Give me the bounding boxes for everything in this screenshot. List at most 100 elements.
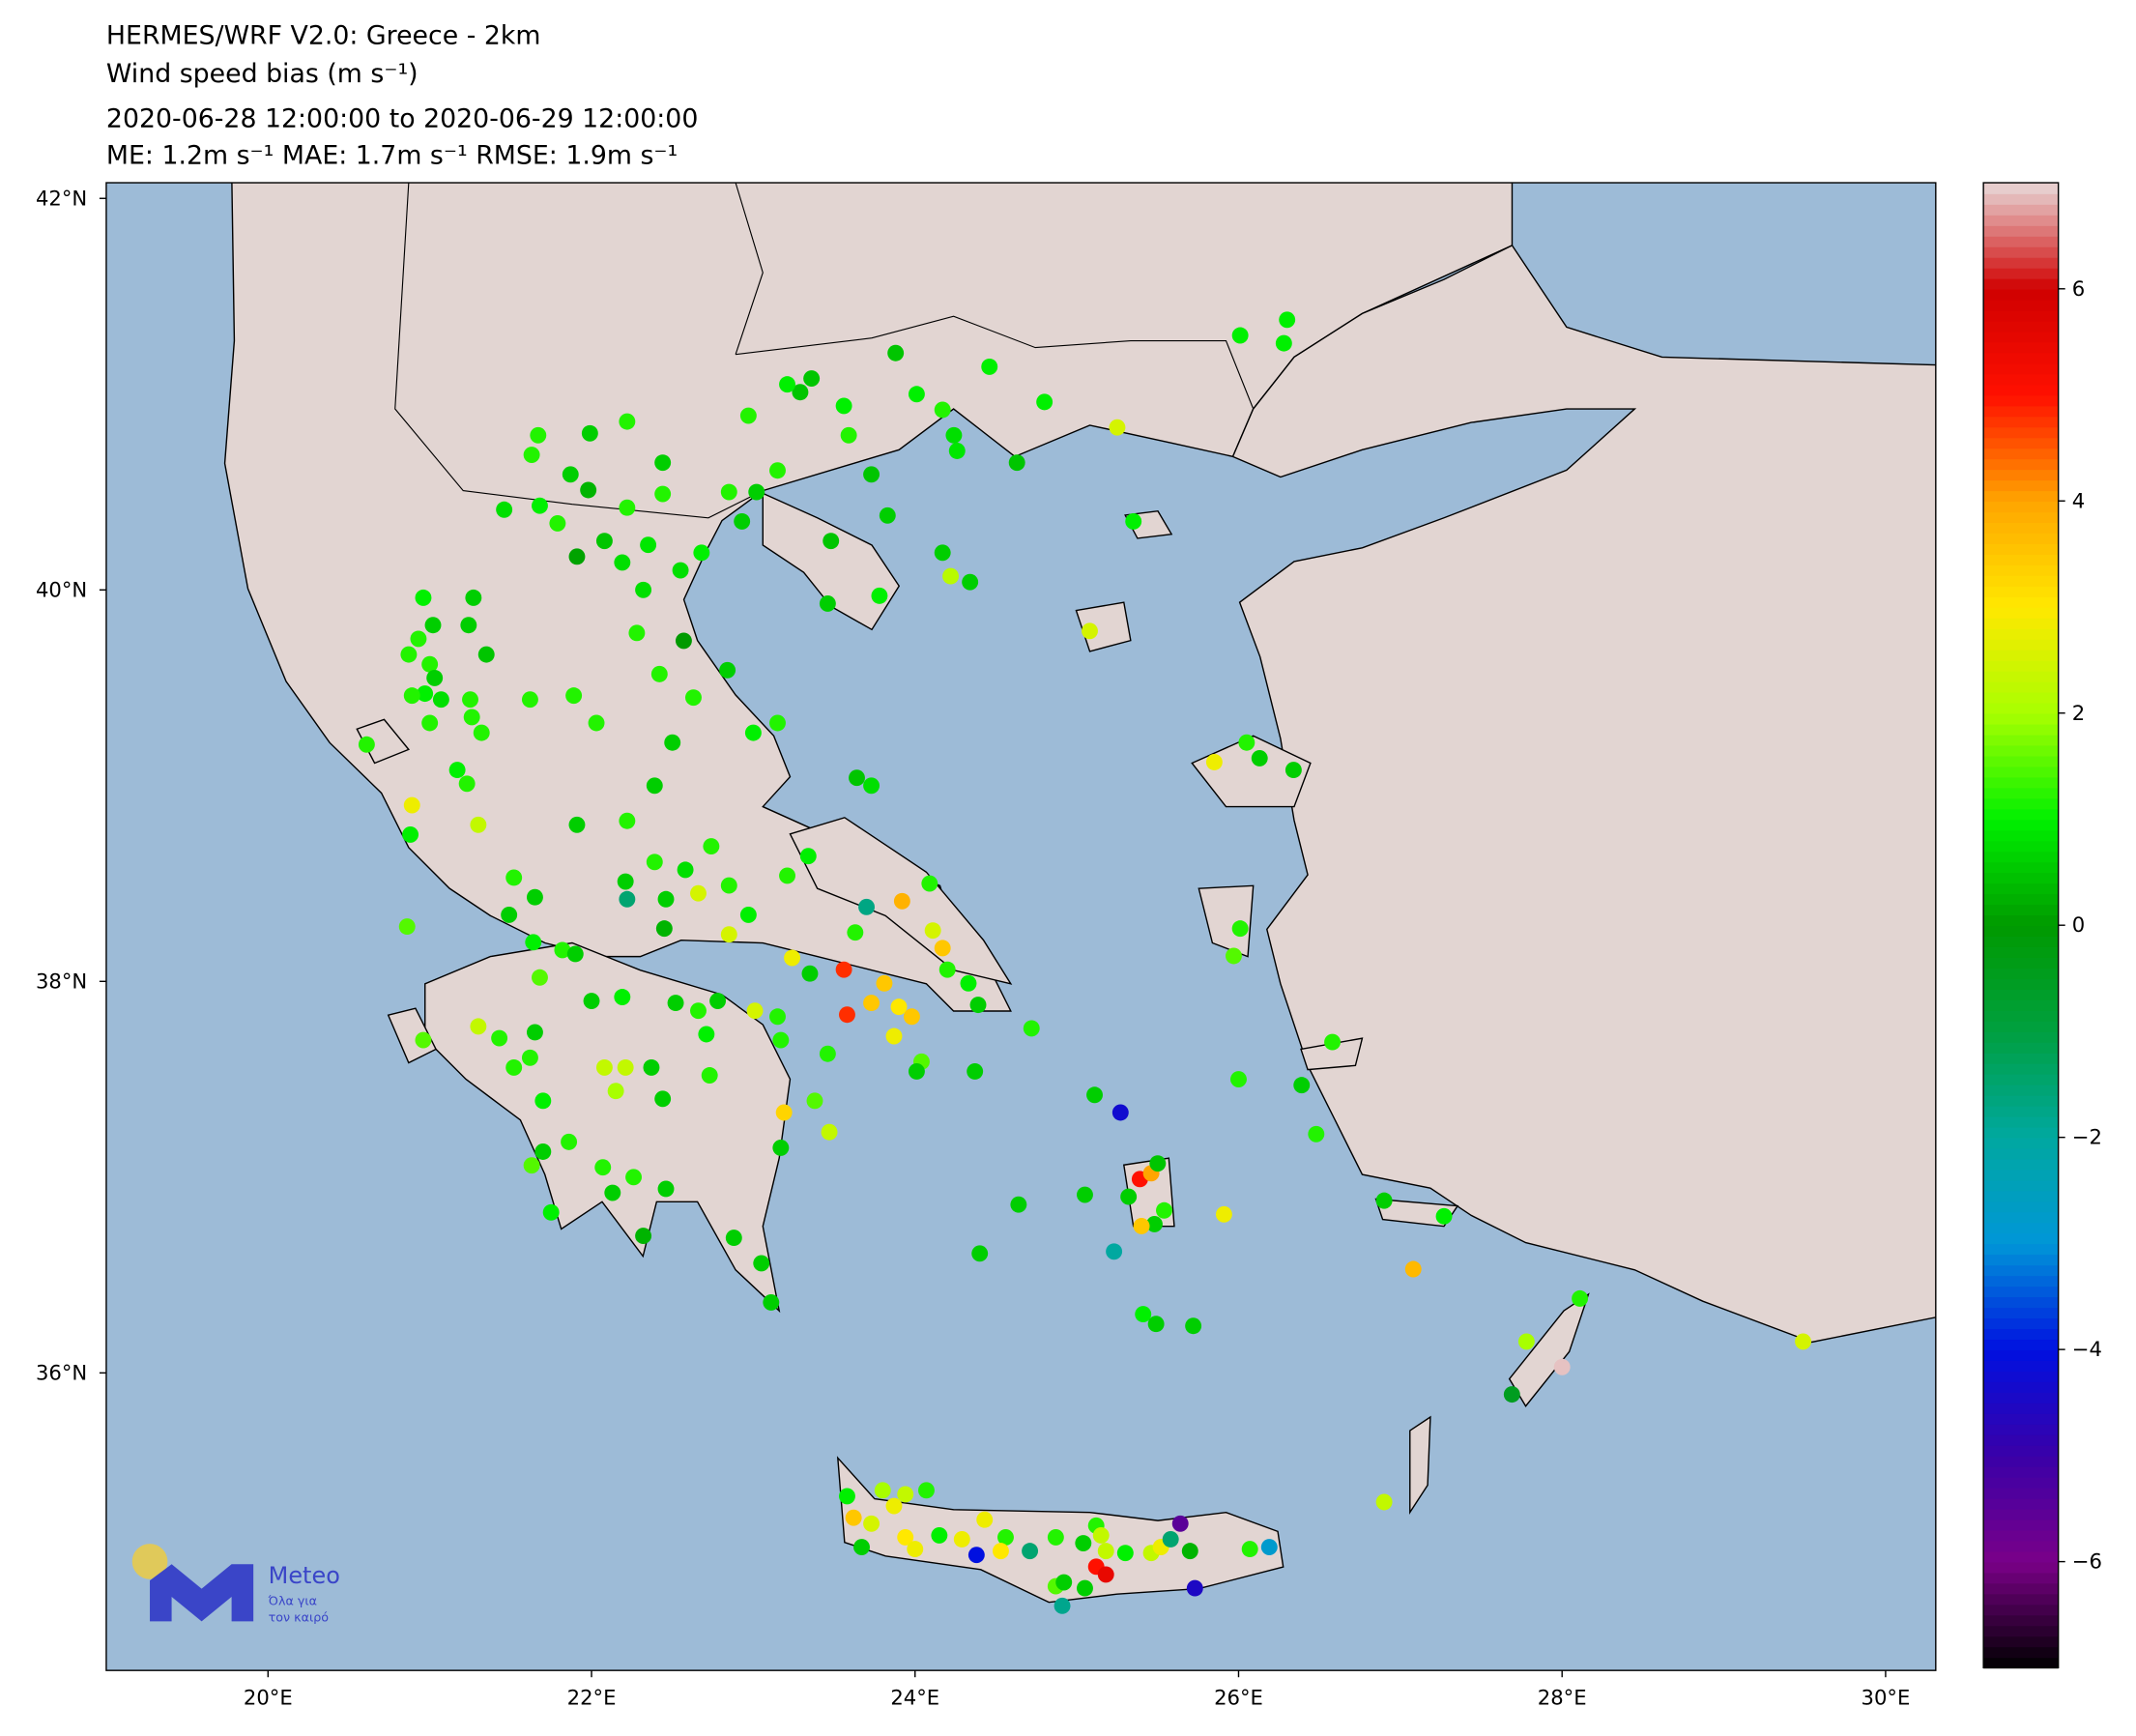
colorbar-segment	[1983, 1328, 2059, 1341]
colorbar-segment	[1983, 533, 2059, 544]
station	[719, 661, 736, 679]
logo-sun	[131, 1544, 168, 1579]
station	[1109, 419, 1126, 436]
colorbar: −6 −4 −2 0 2 4 6	[1982, 182, 2102, 1669]
station	[1054, 1597, 1071, 1614]
station	[907, 1541, 924, 1558]
station	[885, 1027, 903, 1045]
logo-tagline: τον καιρό	[269, 1609, 330, 1624]
colorbar-segment	[1983, 1646, 2059, 1659]
station	[410, 630, 427, 648]
station	[580, 481, 597, 499]
colorbar-segment	[1983, 1147, 2059, 1160]
station	[1008, 454, 1025, 472]
station	[534, 1092, 552, 1110]
station	[685, 689, 702, 707]
colorbar-segment	[1983, 214, 2059, 226]
colorbar-segment	[1983, 373, 2059, 386]
station	[772, 1031, 790, 1049]
station	[421, 655, 439, 673]
station	[1010, 1196, 1027, 1213]
colorbar-segment	[1983, 1158, 2059, 1171]
station	[942, 567, 960, 585]
station	[568, 816, 586, 833]
station	[473, 724, 490, 741]
station	[432, 691, 449, 709]
station	[561, 1133, 578, 1150]
station	[403, 796, 420, 814]
station	[779, 376, 795, 393]
logo-tagline: Όλα για	[268, 1594, 317, 1608]
colorbar-segment	[1983, 426, 2059, 439]
station	[806, 1092, 823, 1110]
station	[1149, 1155, 1167, 1172]
colorbar-segment	[1983, 193, 2059, 205]
colorbar-segment	[1983, 543, 2059, 555]
station	[701, 1067, 718, 1084]
station	[746, 1002, 764, 1020]
colorbar-segment	[1983, 235, 2059, 247]
station	[953, 1531, 970, 1548]
station	[784, 949, 801, 967]
station	[530, 426, 547, 444]
colorbar-segment	[1983, 596, 2059, 608]
station	[1185, 1317, 1202, 1335]
colorbar-tick-label: 2	[2072, 701, 2085, 725]
station	[595, 533, 613, 550]
colorbar-segment	[1983, 1264, 2059, 1277]
station	[628, 624, 646, 642]
colorbar-segment	[1983, 1115, 2059, 1128]
colorbar-segment	[1983, 1635, 2059, 1648]
colorbar-segment	[1983, 277, 2059, 290]
station	[839, 1488, 855, 1505]
colorbar-segment	[1983, 797, 2059, 810]
colorbar-segment	[1983, 1593, 2059, 1606]
station	[893, 892, 910, 910]
station	[725, 1230, 742, 1247]
station	[981, 358, 998, 375]
colorbar-segment	[1983, 1126, 2059, 1139]
colorbar-segment	[1983, 362, 2059, 375]
station	[619, 499, 636, 516]
station	[1275, 334, 1292, 352]
station	[1082, 622, 1098, 640]
station	[753, 1255, 770, 1272]
station	[619, 413, 636, 430]
station	[554, 941, 571, 959]
colorbar-segment	[1983, 1433, 2059, 1446]
station	[720, 483, 737, 501]
colorbar-segment	[1983, 501, 2059, 513]
colorbar-segment	[1983, 744, 2059, 757]
station	[1156, 1201, 1172, 1219]
station	[720, 877, 737, 894]
station	[525, 934, 542, 951]
station	[1375, 1192, 1393, 1209]
station	[595, 1058, 613, 1076]
station	[853, 1539, 870, 1556]
station	[967, 1547, 985, 1564]
station	[1186, 1579, 1203, 1597]
station	[997, 1528, 1014, 1546]
station	[521, 1049, 538, 1066]
colorbar-segment	[1983, 723, 2059, 736]
colorbar-segment	[1983, 1073, 2059, 1085]
station	[890, 998, 908, 1016]
map-frame	[105, 182, 1937, 1671]
station	[948, 443, 966, 459]
station	[501, 906, 518, 923]
station	[799, 848, 817, 865]
station	[763, 1293, 780, 1311]
colorbar-segment	[1983, 256, 2059, 269]
colorbar-segment	[1983, 1561, 2059, 1574]
station	[887, 344, 905, 362]
colorbar-segment	[1983, 702, 2059, 714]
station	[1241, 1541, 1258, 1558]
station	[1047, 1528, 1064, 1546]
station	[1162, 1531, 1179, 1548]
colorbar-segment	[1983, 1444, 2059, 1457]
station	[526, 888, 543, 906]
colorbar-segment	[1983, 946, 2059, 958]
colorbar-segment	[1983, 1201, 2059, 1213]
station	[635, 1228, 652, 1245]
station	[1145, 1215, 1163, 1232]
